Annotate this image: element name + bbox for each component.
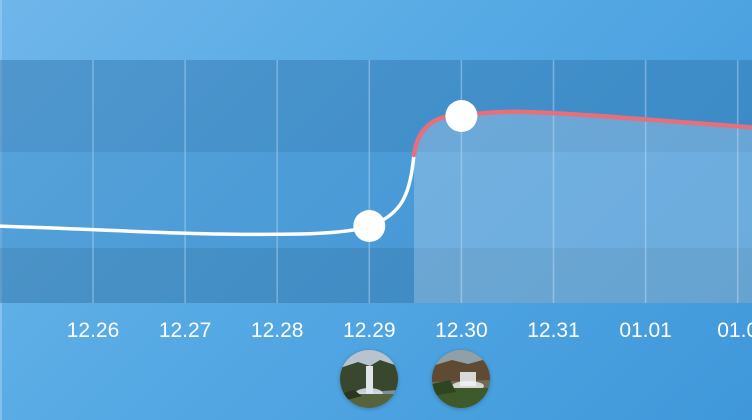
waterfall-thumbnail-icon[interactable]	[340, 350, 399, 408]
x-tick-label: 12.30	[435, 319, 488, 342]
x-tick-label: 12.29	[343, 319, 396, 342]
x-tick-label: 12.31	[527, 319, 580, 342]
chart-line-red	[411, 109, 752, 158]
x-tick-label: 01.0	[717, 319, 752, 342]
x-tick-label: 12.28	[251, 319, 304, 342]
chart-point-marker[interactable]	[445, 100, 478, 132]
left-edge-divider	[0, 0, 2, 420]
x-tick-label: 12.27	[159, 319, 212, 342]
chart-band-top	[0, 60, 752, 152]
chart-point-marker[interactable]	[353, 210, 386, 242]
chart-markers[interactable]	[353, 100, 478, 242]
chart-band-bottom	[0, 248, 752, 303]
chart-area-fill	[414, 111, 752, 303]
x-tick-label: 12.26	[67, 319, 120, 342]
x-tick-label: 01.01	[619, 319, 672, 342]
x-axis-labels: 12.26 12.27 12.28 12.29 12.30 12.31 01.01 01.0	[67, 319, 752, 342]
chart-line-white	[0, 153, 416, 237]
waterfall-thumbnail-icon[interactable]	[432, 350, 491, 408]
